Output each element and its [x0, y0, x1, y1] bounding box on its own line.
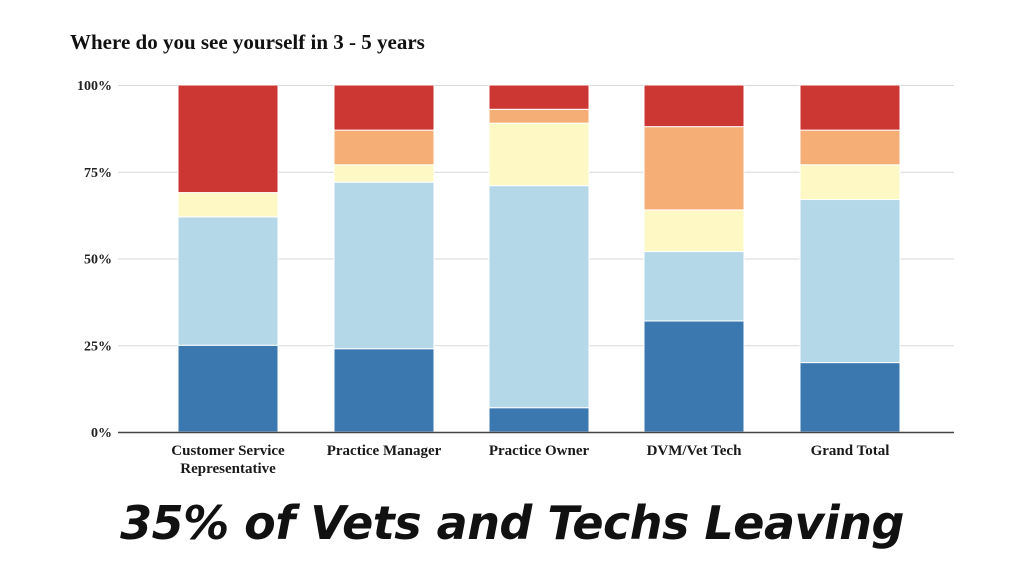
stacked-bar-chart: 0% 25% 50% 75% 100% Customer Service Represen… [77, 79, 954, 477]
chart-title: Where do you see yourself in 3 - 5 years [70, 30, 425, 54]
bar-segment [643, 209, 745, 253]
y-tick-label: 75% [84, 166, 112, 181]
x-category-label: DVM/Vet Tech [647, 443, 743, 459]
x-category-label: Grand Total [811, 443, 890, 459]
bar-segment [333, 348, 435, 433]
bar-segment [643, 320, 745, 433]
bar-segment [643, 251, 745, 322]
bar-segment [643, 126, 745, 211]
bar-segment [333, 84, 435, 131]
bar-segment [177, 192, 279, 218]
bar-segment [488, 84, 590, 110]
bar-segment [799, 199, 901, 364]
y-tick-label: 0% [91, 426, 112, 441]
bar-segment [177, 84, 279, 194]
y-tick-label: 100% [77, 79, 112, 94]
bar-segment [488, 122, 590, 187]
bar-segment [799, 129, 901, 166]
caption-headline: 35% of Vets and Techs Leaving [120, 496, 904, 550]
x-category-label: Practice Manager [327, 443, 442, 459]
bars [177, 84, 901, 433]
bar-segment [488, 407, 590, 433]
bar-segment [333, 129, 435, 166]
y-tick-label: 50% [84, 253, 112, 268]
x-axis-labels: Customer Service Representative Practice M… [171, 443, 889, 477]
x-category-label: Customer Service Representative [171, 443, 285, 477]
bar-segment [333, 164, 435, 183]
bar-segment [488, 185, 590, 409]
bar-segment [488, 108, 590, 124]
bar-segment [799, 362, 901, 433]
x-category-label: Practice Owner [489, 443, 590, 459]
bar-segment [799, 164, 901, 201]
y-tick-label: 25% [84, 339, 112, 354]
bar-segment [177, 344, 279, 433]
y-axis-ticks: 0% 25% 50% 75% 100% [77, 79, 112, 441]
bar-segment [643, 84, 745, 128]
bar-segment [799, 84, 901, 131]
bar-segment [177, 216, 279, 346]
bar-segment [333, 181, 435, 350]
